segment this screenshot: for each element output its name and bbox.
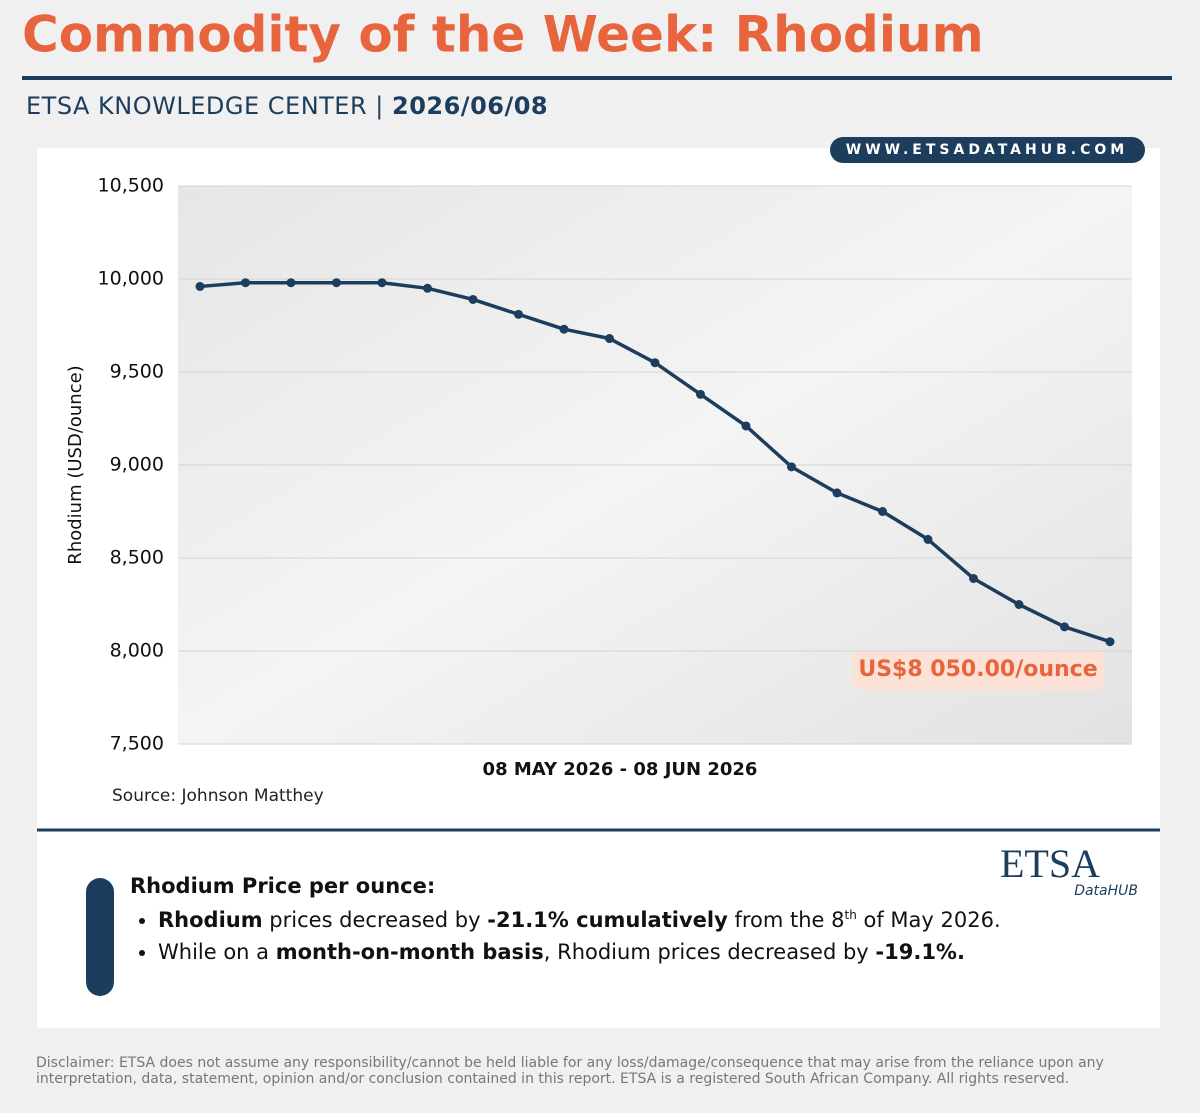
- bold: -19.1%.: [875, 940, 965, 964]
- point: [423, 283, 432, 293]
- y-tick-label: 8,000: [110, 640, 164, 662]
- point: [650, 358, 660, 368]
- y-tick-label: 10,500: [98, 175, 164, 197]
- point: [741, 421, 751, 431]
- source: Source: Johnson Matthey: [112, 786, 324, 806]
- annotation-box: [852, 650, 1104, 690]
- sup: th: [844, 908, 857, 922]
- point: [1060, 622, 1069, 632]
- point: [286, 278, 296, 288]
- bold: -21.1% cumulatively: [487, 908, 728, 932]
- text: from the 8: [727, 908, 845, 932]
- summary-bar: [86, 878, 114, 996]
- point: [241, 278, 250, 288]
- point: [514, 309, 523, 319]
- y-tick-label: 8,500: [110, 547, 164, 569]
- title: Commodity of the Week: Rhodium: [22, 6, 984, 64]
- bullet: Rhodium prices decreased by -21.1% cumul…: [158, 908, 1130, 932]
- disclaimer: Disclaimer: ETSA does not assume any res…: [36, 1055, 1104, 1087]
- y-tick-label: 9,000: [110, 454, 164, 476]
- y-tick-label: 10,000: [98, 268, 164, 290]
- point: [832, 488, 842, 498]
- text: prices decreased by: [262, 908, 488, 932]
- point: [787, 462, 796, 472]
- y-tick-label: 7,500: [110, 733, 164, 755]
- text: While on a: [158, 940, 276, 964]
- point: [468, 294, 478, 304]
- x-axis-label: 08 MAY 2026 - 08 JUN 2026: [483, 759, 758, 780]
- annotation: US$8 050.00/ounce: [858, 657, 1097, 682]
- point: [1014, 600, 1024, 609]
- date: 2026/06/08: [392, 92, 549, 120]
- point: [696, 389, 705, 399]
- y-axis-label: Rhodium (USD/ounce): [65, 365, 86, 564]
- summary: Rhodium Price per ounce: Rhodium prices …: [130, 874, 1130, 972]
- bullet: While on a month-on-month basis, Rhodium…: [158, 940, 1130, 964]
- bold: month-on-month basis: [275, 940, 544, 964]
- website: WWW.ETSADATAHUB.COM: [846, 142, 1128, 158]
- subtitle: ETSA KNOWLEDGE CENTER | 2026/06/08: [26, 92, 548, 120]
- point: [377, 278, 387, 288]
- text: , Rhodium prices decreased by: [543, 940, 876, 964]
- point: [1105, 637, 1115, 647]
- bold: Rhodium: [158, 908, 263, 932]
- website-pill: [830, 137, 1145, 163]
- summary-heading: Rhodium Price per ounce:: [130, 874, 436, 898]
- point: [195, 281, 205, 291]
- logo-sub: DataHUB: [1074, 883, 1138, 899]
- y-tick-label: 9,500: [110, 361, 164, 383]
- point: [332, 278, 341, 288]
- bullets: Rhodium prices decreased by -21.1% cumul…: [130, 908, 1130, 964]
- point: [923, 534, 933, 544]
- point: [605, 334, 614, 344]
- point: [878, 507, 887, 516]
- subtitle-text: ETSA KNOWLEDGE CENTER |: [26, 92, 384, 120]
- point: [969, 573, 978, 583]
- point: [559, 324, 569, 334]
- logo-main: ETSA: [1000, 841, 1100, 886]
- text: of May 2026.: [856, 908, 1001, 932]
